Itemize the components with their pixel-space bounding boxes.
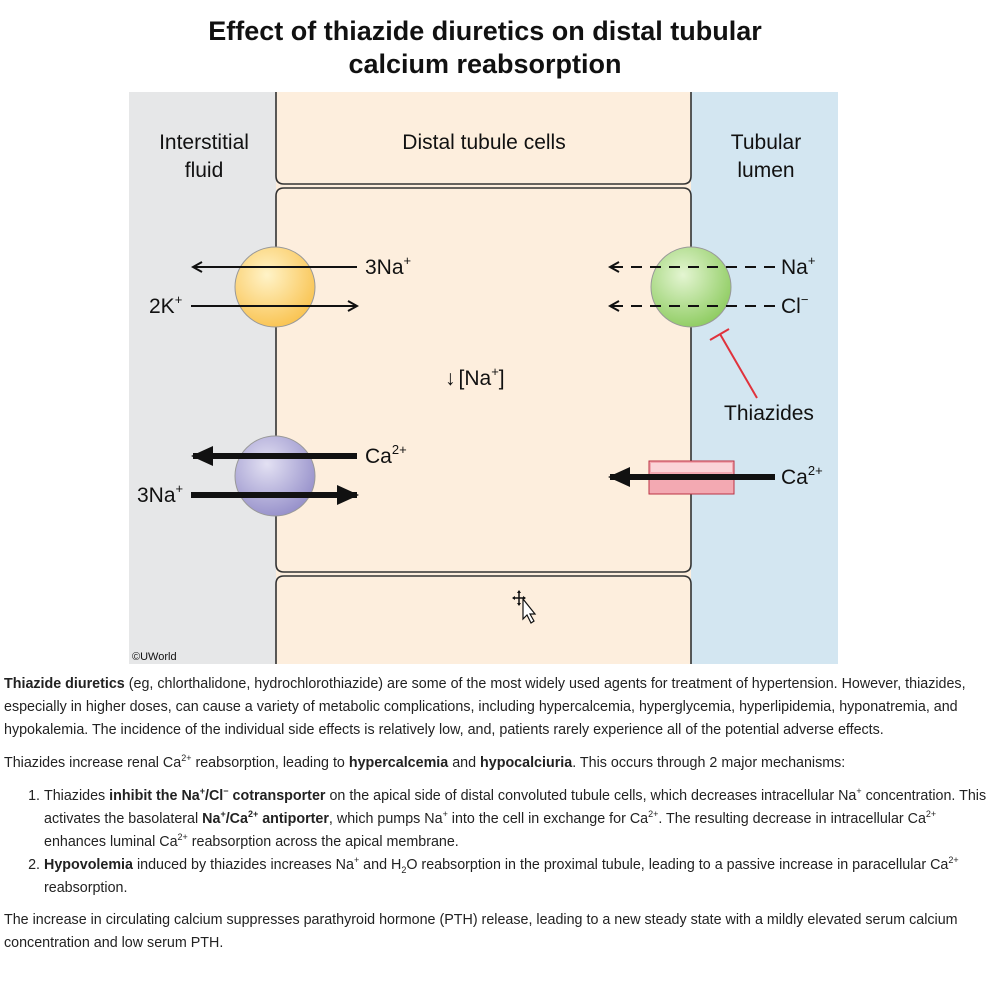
mechanism-item-1: Thiazides inhibit the Na+/Cl− cotranspor…: [44, 785, 994, 854]
diagram-title-line2: calcium reabsorption: [348, 49, 621, 79]
interstitial-label-line2: fluid: [185, 159, 224, 182]
li1-d: , which pumps Na: [328, 811, 443, 827]
cell-outline-top: [275, 92, 692, 185]
calcium-channel-highlight: [651, 463, 732, 472]
interstitial-fluid-region: [129, 92, 276, 664]
lumen-label-line1: Tubular: [731, 131, 801, 154]
explanation-text: Thiazide diuretics (eg, chlorthalidone, …: [4, 673, 994, 965]
mechanism-item-2: Hypovolemia induced by thiazides increas…: [44, 854, 994, 900]
thiazide-inhibition-bar: [709, 328, 730, 341]
lumen-label-line2: lumen: [737, 159, 794, 182]
p2-text-d: . This occurs through 2 major mechanisms…: [572, 755, 846, 771]
li2-b: and H: [359, 857, 402, 873]
diagram-title-line1: Effect of thiazide diuretics on distal t…: [208, 16, 762, 46]
cell-outline-middle: [275, 187, 692, 573]
thiazide-diuretics-term: Thiazide diuretics: [4, 676, 125, 692]
paragraph-2: Thiazides increase renal Ca2+ reabsorpti…: [4, 752, 994, 775]
antiporter-ca-label: Ca2+: [365, 442, 407, 468]
cursor-icon: [512, 590, 537, 624]
p2-text-b: reabsorption, leading to: [191, 755, 349, 771]
p2-sup: 2+: [181, 753, 192, 764]
na-ca-antiporter: [234, 435, 316, 517]
li2-d: reabsorption.: [44, 880, 128, 896]
hypercalcemia-term: hypercalcemia: [348, 755, 449, 771]
hypovolemia-term: Hypovolemia: [44, 857, 133, 873]
li2-c: O reabsorption in the proximal tubule, l…: [406, 857, 949, 873]
li1-g: enhances luminal Ca: [44, 834, 178, 850]
li1-e: into the cell in exchange for Ca: [447, 811, 649, 827]
li1-c: concentration. This activates the basola…: [44, 788, 987, 827]
cotransporter-term: inhibit the Na+/Cl− cotransporter: [109, 786, 326, 804]
pump-2k-label: 2K+: [149, 292, 182, 318]
interstitial-label-line1: Interstitial: [159, 131, 249, 154]
paragraph-1: Thiazide diuretics (eg, chlorthalidone, …: [4, 673, 994, 742]
antiporter-3na-label: 3Na+: [137, 481, 183, 507]
li1-a: Thiazides: [44, 788, 110, 804]
thiazide-diagram: Effect of thiazide diuretics on distal t…: [129, 6, 838, 664]
li2-a: induced by thiazides increases Na: [133, 857, 354, 873]
cotransporter-cl-label: Cl−: [781, 292, 808, 318]
paragraph-3: The increase in circulating calcium supp…: [4, 912, 958, 951]
cotransporter-na-label: Na+: [781, 253, 815, 279]
copyright-label: ©UWorld: [132, 651, 177, 663]
antiporter-term: Na+/Ca2+ antiporter: [202, 809, 329, 827]
na-k-atpase-pump: [234, 246, 316, 328]
na-cl-cotransporter: [650, 246, 732, 328]
p2-text-a: Thiazides increase renal Ca: [4, 755, 182, 771]
li1-b: on the apical side of distal convoluted …: [325, 788, 857, 804]
cells-label: Distal tubule cells: [402, 131, 565, 154]
channel-ca-label: Ca2+: [781, 463, 823, 489]
decreased-intracellular-na-label: ↓ [Na+]: [445, 364, 505, 390]
tubular-lumen-region: [691, 92, 838, 664]
li1-f: . The resulting decrease in intracellula…: [658, 811, 926, 827]
cell-outline-bottom: [275, 575, 692, 664]
li1-h: reabsorption across the apical membrane.: [187, 834, 459, 850]
p1-text: (eg, chlorthalidone, hydrochlorothiazide…: [4, 676, 966, 738]
thiazide-inhibition-line: [719, 333, 758, 399]
thiazides-label: Thiazides: [724, 402, 814, 425]
mechanism-list: Thiazides inhibit the Na+/Cl− cotranspor…: [4, 785, 994, 900]
pump-3na-label: 3Na+: [365, 253, 411, 279]
hypocalciuria-term: hypocalciuria: [480, 755, 573, 771]
p2-text-c: and: [448, 755, 481, 771]
